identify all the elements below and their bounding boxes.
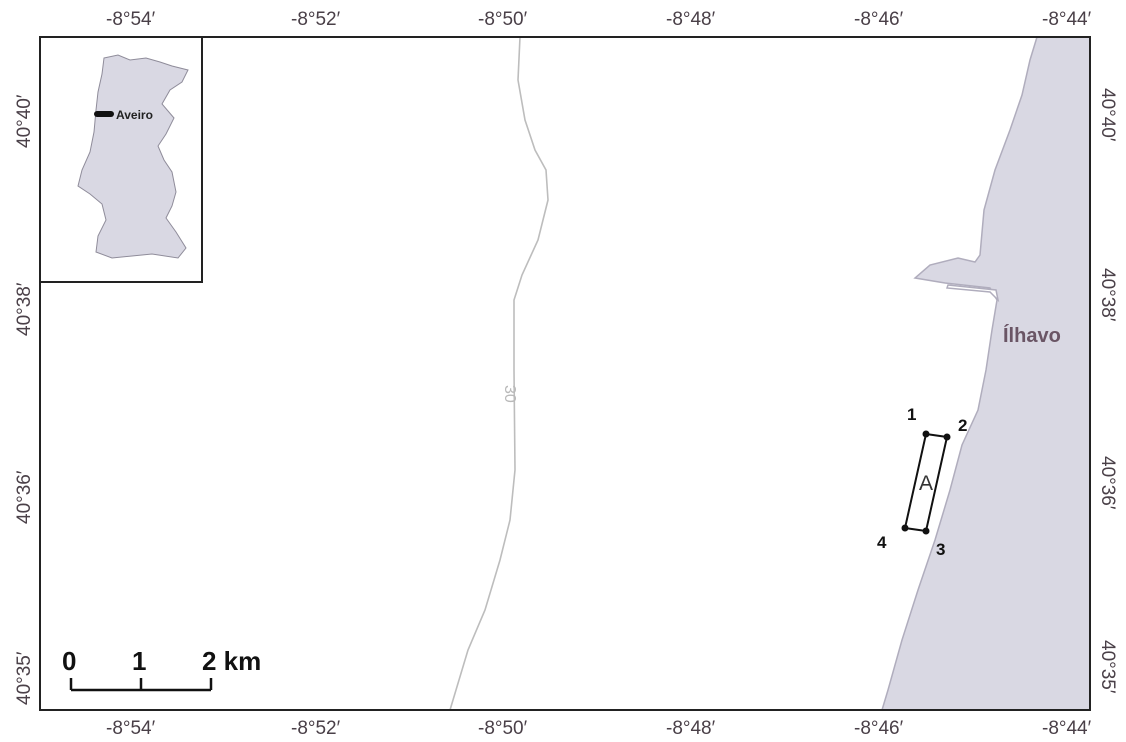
vertex-1 bbox=[922, 430, 930, 438]
inset-label-aveiro: Aveiro bbox=[116, 108, 153, 122]
bottom-tick-label: -8°48′ bbox=[666, 718, 716, 739]
inset-portugal-land bbox=[77, 54, 189, 259]
point-label-2: 2 bbox=[958, 416, 967, 435]
bottom-tick-label: -8°52′ bbox=[291, 718, 341, 739]
top-tick-label: -8°52′ bbox=[291, 9, 341, 30]
place-label-ilhavo: Ílhavo bbox=[1003, 324, 1061, 347]
scale-label-0: 0 bbox=[62, 646, 76, 676]
right-tick-label: 40°36′ bbox=[1097, 456, 1118, 510]
point-label-1: 1 bbox=[907, 405, 916, 424]
bottom-tick-label: -8°54′ bbox=[106, 718, 156, 739]
top-tick-label: -8°44′ bbox=[1042, 9, 1092, 30]
harbour-channel bbox=[945, 284, 1000, 303]
contour-label: 30 bbox=[501, 385, 518, 403]
scale-label-1: 1 bbox=[132, 646, 146, 676]
point-label-4: 4 bbox=[877, 533, 887, 552]
inset-location-marker bbox=[94, 111, 114, 117]
top-tick-label: -8°48′ bbox=[666, 9, 716, 30]
bottom-tick-label: -8°50′ bbox=[478, 718, 528, 739]
bottom-tick-label: -8°46′ bbox=[854, 718, 904, 739]
vertex-2 bbox=[943, 433, 951, 441]
right-tick-label: 40°40′ bbox=[1097, 88, 1118, 142]
left-tick-label: 40°38′ bbox=[14, 282, 35, 336]
right-tick-label: 40°38′ bbox=[1097, 268, 1118, 322]
left-tick-label: 40°40′ bbox=[14, 94, 35, 148]
vertex-3 bbox=[922, 527, 930, 535]
area-label: A bbox=[919, 472, 933, 495]
vertex-4 bbox=[901, 524, 909, 532]
scale-bar: 0 1 2 km bbox=[62, 646, 261, 692]
map-frame bbox=[39, 36, 1091, 711]
land-area bbox=[880, 36, 1091, 711]
top-tick-label: -8°46′ bbox=[854, 9, 904, 30]
left-tick-label: 40°35′ bbox=[14, 651, 35, 705]
inset-map: Aveiro bbox=[39, 36, 203, 283]
right-tick-label: 40°35′ bbox=[1097, 640, 1118, 694]
left-tick-label: 40°36′ bbox=[14, 470, 35, 524]
top-tick-label: -8°50′ bbox=[478, 9, 528, 30]
scale-label-2km: 2 km bbox=[202, 646, 261, 676]
point-label-3: 3 bbox=[936, 540, 945, 559]
bottom-tick-label: -8°44′ bbox=[1042, 718, 1092, 739]
top-tick-label: -8°54′ bbox=[106, 9, 156, 30]
depth-contour-line bbox=[449, 36, 549, 711]
